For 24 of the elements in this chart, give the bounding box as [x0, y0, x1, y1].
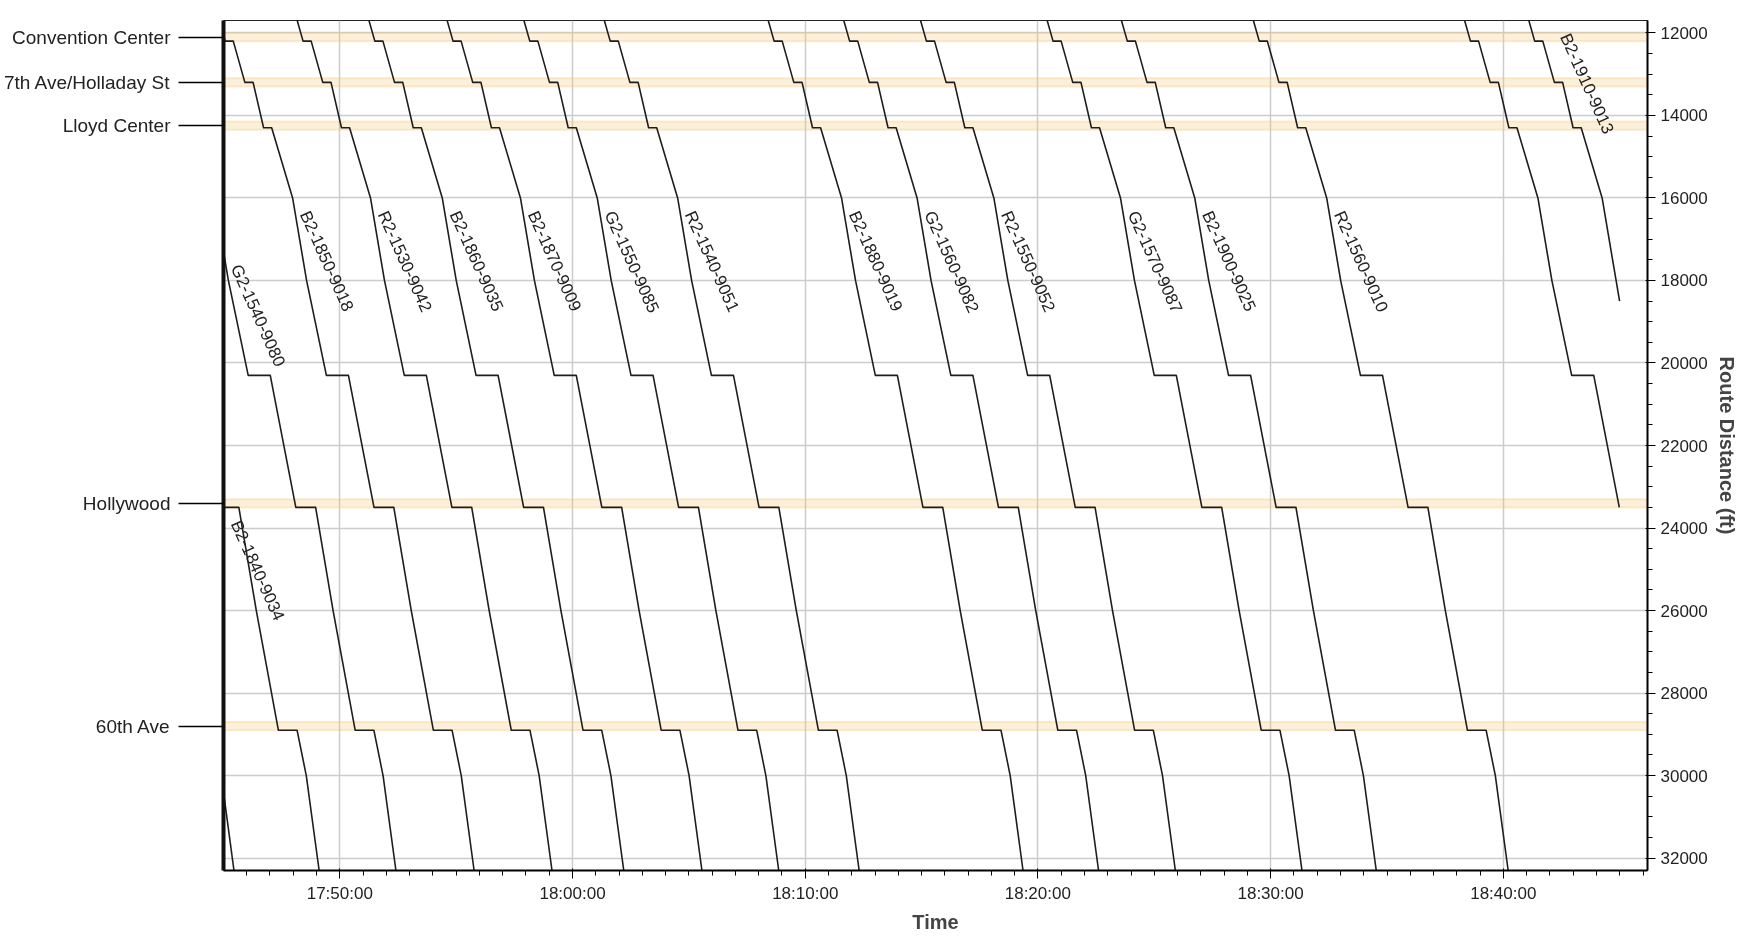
- y-tick-label: 20000: [1660, 353, 1708, 373]
- x-tick-label: 18:10:00: [772, 883, 839, 903]
- y-tick-label: 16000: [1660, 188, 1708, 208]
- y-axis-title: Route Distance (ft): [1715, 356, 1738, 535]
- y-tick-label: 26000: [1660, 601, 1708, 621]
- y-tick-label: 22000: [1660, 436, 1708, 456]
- band-label: 60th Ave: [95, 715, 170, 737]
- y-tick-label: 28000: [1660, 684, 1708, 704]
- x-tick-label: 18:20:00: [1004, 883, 1071, 903]
- x-tick-label: 18:40:00: [1470, 883, 1537, 903]
- y-tick-label: 14000: [1660, 106, 1708, 126]
- band-label: Lloyd Center: [62, 115, 172, 137]
- band-label: Hollywood: [82, 492, 171, 514]
- y-tick-label: 30000: [1660, 766, 1708, 786]
- y-tick-label: 12000: [1660, 23, 1708, 43]
- y-tick-label: 32000: [1660, 849, 1708, 869]
- x-axis-title: Time: [912, 910, 959, 933]
- band-label: 7th Ave/Holladay St: [3, 71, 171, 93]
- x-tick-label: 18:00:00: [539, 883, 606, 903]
- x-tick-label: 17:50:00: [306, 883, 373, 903]
- y-tick-label: 24000: [1660, 519, 1708, 539]
- x-tick-label: 18:30:00: [1237, 883, 1304, 903]
- y-tick-label: 18000: [1660, 271, 1708, 291]
- band-label: Convention Center: [12, 26, 172, 48]
